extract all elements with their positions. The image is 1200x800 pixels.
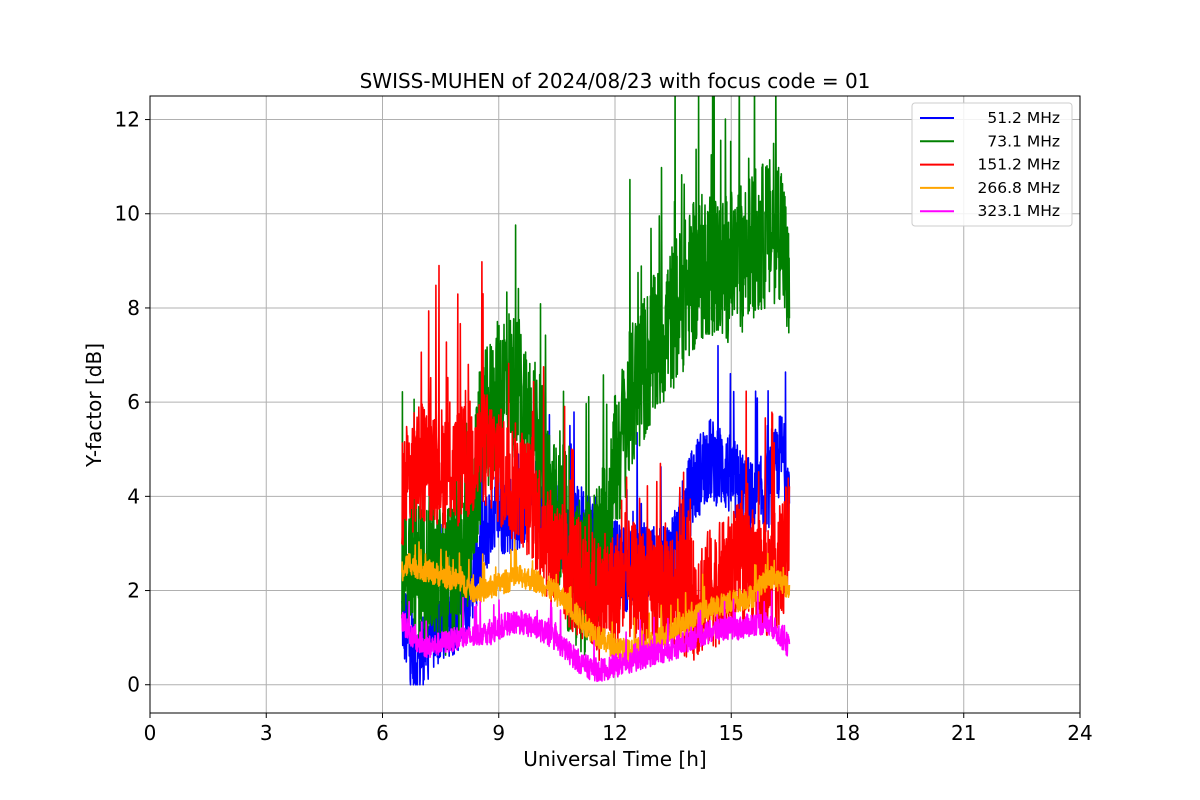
chart-title: SWISS-MUHEN of 2024/08/23 with focus cod… xyxy=(360,69,871,93)
x-tick-label: 9 xyxy=(492,721,505,745)
legend-box xyxy=(911,102,1073,227)
y-tick-label: 8 xyxy=(127,296,140,320)
x-tick-label: 6 xyxy=(376,721,389,745)
y-tick-label: 10 xyxy=(115,202,140,226)
x-tick-label: 21 xyxy=(951,721,976,745)
y-tick-label: 2 xyxy=(127,579,140,603)
x-tick-label: 18 xyxy=(835,721,860,745)
series-line-5 xyxy=(401,590,791,683)
x-tick-label: 0 xyxy=(144,721,157,745)
y-tick-label: 12 xyxy=(115,108,140,132)
legend-label: 151.2 MHz xyxy=(978,156,1060,174)
x-tick-label: 15 xyxy=(719,721,744,745)
x-tick-label: 12 xyxy=(602,721,627,745)
legend-label: 73.1 MHz xyxy=(987,132,1060,150)
y-tick-label: 6 xyxy=(127,390,140,414)
legend-label: 266.8 MHz xyxy=(978,179,1060,197)
x-axis-label: Universal Time [h] xyxy=(523,747,706,771)
legend-label: 323.1 MHz xyxy=(978,202,1060,220)
legend: 51.2 MHz 73.1 MHz 151.2 MHz 266.8 MHz 323.1 … xyxy=(911,102,1073,227)
x-tick-label: 24 xyxy=(1067,721,1092,745)
y-axis-label: Y-factor [dB] xyxy=(82,343,106,468)
y-tick-label: 0 xyxy=(127,673,140,697)
x-tick-label: 3 xyxy=(260,721,273,745)
legend-label: 51.2 MHz xyxy=(987,109,1060,127)
series-layer xyxy=(401,96,791,686)
y-tick-label: 4 xyxy=(127,484,140,508)
